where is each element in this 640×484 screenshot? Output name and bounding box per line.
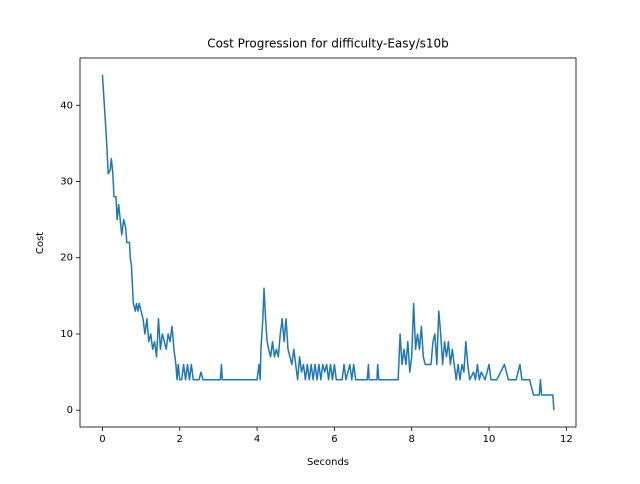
axes-frame (79, 57, 577, 428)
y-tick-label: 10 (60, 329, 73, 340)
x-tick-label: 12 (560, 434, 573, 445)
x-axis-label: Seconds (307, 457, 349, 468)
chart-title: Cost Progression for difficulty-Easy/s10… (207, 37, 449, 51)
x-tick-label: 10 (483, 434, 496, 445)
line-series (101, 74, 555, 411)
y-tick-label: 20 (60, 253, 73, 264)
y-tick-label: 0 (67, 405, 73, 416)
plot-area: 0 2 4 6 8 10 12 0 10 20 30 40 (60, 74, 573, 445)
y-tick-label: 40 (60, 100, 73, 111)
y-axis-label: Cost (35, 232, 46, 254)
x-tick-label: 2 (177, 434, 183, 445)
x-tick-label: 8 (409, 434, 415, 445)
x-tick-label: 6 (331, 434, 337, 445)
x-tick-label: 4 (254, 434, 260, 445)
x-tick-label: 0 (99, 434, 105, 445)
y-tick-label: 30 (60, 177, 73, 188)
